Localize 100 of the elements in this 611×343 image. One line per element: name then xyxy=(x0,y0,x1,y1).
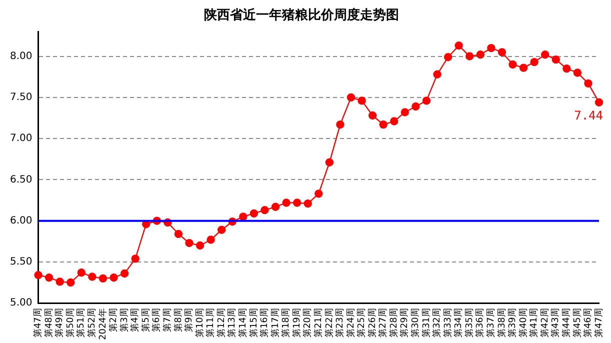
x-tick-label: 第47周 xyxy=(32,308,44,338)
point xyxy=(573,68,582,77)
y-tick-label: 7.00 xyxy=(10,133,32,144)
point xyxy=(444,53,452,62)
x-tick-label: 第8周 xyxy=(172,308,184,332)
point xyxy=(346,93,356,102)
x-tick-label: 第47周 xyxy=(593,308,604,338)
point xyxy=(292,198,302,207)
point xyxy=(422,96,431,105)
y-tick-label: 7.50 xyxy=(10,92,32,104)
point xyxy=(584,79,592,88)
point xyxy=(88,272,96,281)
x-tick-label: 第29周 xyxy=(399,308,410,338)
point xyxy=(466,52,474,60)
x-tick-label: 第33周 xyxy=(442,308,454,338)
point xyxy=(206,236,215,244)
point xyxy=(260,206,269,214)
point xyxy=(239,212,248,221)
point xyxy=(454,41,463,50)
x-tick-label: 2024年 xyxy=(97,308,108,340)
point xyxy=(34,271,42,280)
point xyxy=(196,241,204,250)
x-tick-label: 第52周 xyxy=(86,308,98,338)
x-tick-label: 第12周 xyxy=(216,308,227,338)
point xyxy=(487,44,496,52)
point xyxy=(519,64,528,72)
data-label: 7.44 xyxy=(574,108,603,122)
x-tick-label: 第43周 xyxy=(550,308,562,338)
x-tick-label: 第17周 xyxy=(270,308,281,338)
point xyxy=(304,199,312,208)
point xyxy=(77,268,86,277)
x-tick-label: 第14周 xyxy=(237,308,248,338)
x-tick-label: 第15周 xyxy=(248,308,260,338)
point xyxy=(552,55,560,64)
x-tick-label: 第6周 xyxy=(151,308,162,332)
x-tick-label: 第31周 xyxy=(420,308,432,338)
point xyxy=(185,238,194,248)
point xyxy=(314,190,323,198)
x-tick-label: 第24周 xyxy=(345,308,356,338)
point xyxy=(120,269,129,278)
x-tick-label: 第2周 xyxy=(108,308,120,332)
x-tick-label: 第11周 xyxy=(205,308,216,338)
point xyxy=(110,273,118,282)
x-tick-label: 第10周 xyxy=(194,308,206,338)
x-tick-label: 第9周 xyxy=(184,308,195,332)
x-tick-label: 第38周 xyxy=(496,308,508,338)
x-tick-label: 第32周 xyxy=(432,308,443,338)
x-tick-label: 第23周 xyxy=(334,308,346,338)
point xyxy=(98,274,108,283)
x-tick-label: 第27周 xyxy=(378,308,389,338)
x-tick-label: 第25周 xyxy=(356,308,368,338)
point xyxy=(66,278,75,287)
x-tick-label: 第16周 xyxy=(259,308,270,338)
x-tick-label: 第34周 xyxy=(453,308,464,338)
x-tick-label: 第21周 xyxy=(312,308,324,338)
y-tick-label: 6.00 xyxy=(10,215,32,226)
x-tick-label: 第22周 xyxy=(324,308,335,338)
point xyxy=(562,64,571,73)
x-tick-label: 第37周 xyxy=(486,308,497,338)
x-tick-label: 第13周 xyxy=(226,308,238,338)
x-tick-label: 第35周 xyxy=(464,308,475,338)
x-tick-label: 第39周 xyxy=(507,308,518,338)
point xyxy=(476,50,484,59)
point xyxy=(368,111,377,120)
point xyxy=(271,202,280,211)
x-tick-label: 第48周 xyxy=(43,308,54,338)
x-tick-label: 第19周 xyxy=(291,308,302,338)
point xyxy=(217,226,226,234)
point xyxy=(44,273,54,282)
point xyxy=(131,254,140,263)
point xyxy=(174,230,183,238)
x-tick-label: 第3周 xyxy=(118,308,130,332)
point xyxy=(412,102,420,111)
x-tick-label: 第20周 xyxy=(302,308,314,338)
point xyxy=(250,209,258,218)
x-tick-label: 第18周 xyxy=(280,308,292,338)
x-tick-label: 第30周 xyxy=(410,308,422,338)
point xyxy=(530,58,538,66)
x-tick-label: 第50周 xyxy=(64,308,76,338)
chart-title: 陕西省近一年猪粮比价周度走势图 xyxy=(204,7,399,24)
x-tick-label: 第26周 xyxy=(366,308,378,338)
x-tick-label: 第28周 xyxy=(388,308,400,338)
x-tick-label: 第44周 xyxy=(560,308,572,338)
y-tick-label: 5.00 xyxy=(10,298,32,309)
x-tick-label: 第4周 xyxy=(130,308,141,332)
x-tick-label: 第42周 xyxy=(539,308,550,338)
x-tick-label: 第45周 xyxy=(572,308,583,338)
point xyxy=(540,50,550,59)
point xyxy=(498,48,506,56)
point xyxy=(282,198,290,207)
point xyxy=(400,108,409,116)
y-tick-label: 8.00 xyxy=(10,50,32,62)
x-tick-label: 第40周 xyxy=(518,308,529,338)
x-tick-label: 第7周 xyxy=(162,308,174,332)
point xyxy=(56,278,64,286)
point xyxy=(508,60,517,69)
x-tick-label: 第36周 xyxy=(474,308,486,338)
point xyxy=(379,120,388,129)
y-tick-label: 5.50 xyxy=(10,256,32,268)
point xyxy=(433,70,442,78)
